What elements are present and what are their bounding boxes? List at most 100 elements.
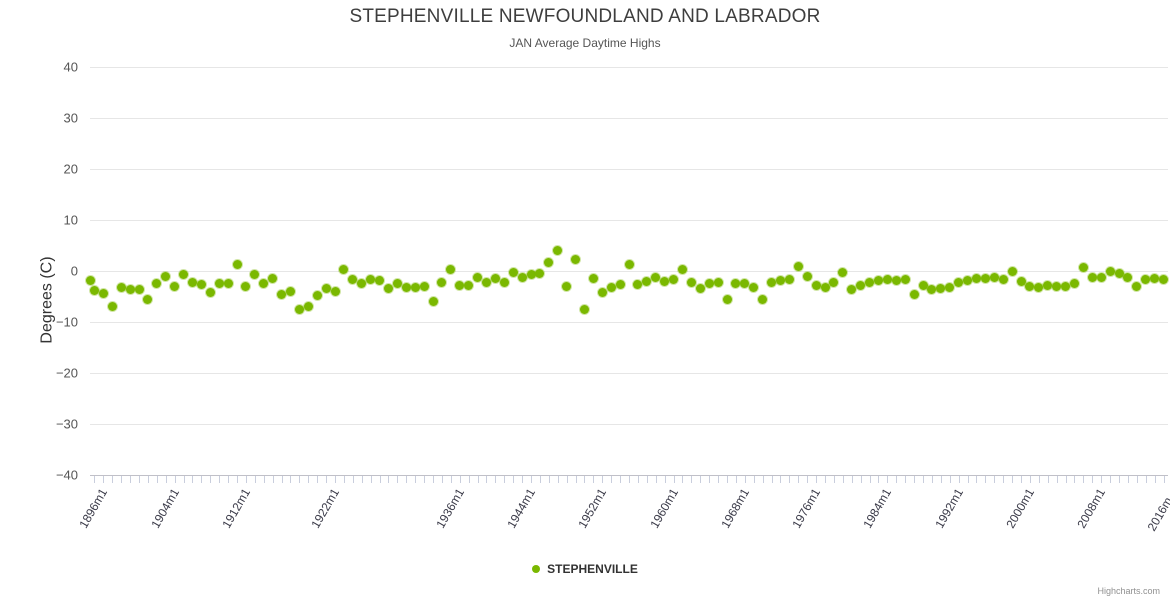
data-point[interactable] <box>223 278 233 288</box>
data-point[interactable] <box>1159 274 1169 284</box>
data-point[interactable] <box>963 275 973 285</box>
data-point[interactable] <box>312 291 322 301</box>
data-point[interactable] <box>205 287 215 297</box>
data-point[interactable] <box>303 301 313 311</box>
data-point[interactable] <box>1016 276 1026 286</box>
data-point[interactable] <box>107 302 117 312</box>
data-point[interactable] <box>1052 282 1062 292</box>
data-point[interactable] <box>85 275 95 285</box>
data-point[interactable] <box>588 274 598 284</box>
data-point[interactable] <box>695 284 705 294</box>
data-point[interactable] <box>366 274 376 284</box>
data-point[interactable] <box>1007 267 1017 276</box>
data-point[interactable] <box>116 283 126 293</box>
data-point[interactable] <box>1141 274 1151 284</box>
data-point[interactable] <box>1114 268 1124 278</box>
data-point[interactable] <box>1034 282 1044 292</box>
data-point[interactable] <box>1078 262 1088 272</box>
data-point[interactable] <box>268 273 278 283</box>
data-point[interactable] <box>633 279 643 289</box>
data-point[interactable] <box>553 246 563 256</box>
data-point[interactable] <box>686 278 696 288</box>
data-point[interactable] <box>775 275 785 285</box>
data-point[interactable] <box>971 274 981 284</box>
data-point[interactable] <box>562 282 572 292</box>
data-point[interactable] <box>624 259 634 269</box>
data-point[interactable] <box>927 285 937 295</box>
data-point[interactable] <box>802 271 812 281</box>
data-point[interactable] <box>882 274 892 284</box>
data-point[interactable] <box>98 289 108 299</box>
data-point[interactable] <box>285 286 295 296</box>
data-point[interactable] <box>856 281 866 291</box>
data-point[interactable] <box>1061 282 1071 292</box>
data-point[interactable] <box>446 265 456 275</box>
data-point[interactable] <box>375 276 385 286</box>
data-point[interactable] <box>793 262 803 272</box>
data-point[interactable] <box>481 277 491 287</box>
data-point[interactable] <box>152 278 162 288</box>
data-point[interactable] <box>891 275 901 285</box>
data-point[interactable] <box>677 264 687 274</box>
data-point[interactable] <box>259 279 269 289</box>
data-point[interactable] <box>428 296 438 306</box>
data-point[interactable] <box>758 295 768 305</box>
data-point[interactable] <box>179 270 189 280</box>
data-point[interactable] <box>571 255 581 265</box>
data-point[interactable] <box>437 278 447 288</box>
data-point[interactable] <box>651 272 661 282</box>
data-point[interactable] <box>161 271 171 281</box>
data-point[interactable] <box>535 269 545 279</box>
data-point[interactable] <box>669 275 679 285</box>
data-point[interactable] <box>143 294 153 304</box>
data-point[interactable] <box>713 278 723 288</box>
data-point[interactable] <box>873 276 883 286</box>
data-point[interactable] <box>196 279 206 289</box>
data-point[interactable] <box>392 279 402 289</box>
data-point[interactable] <box>722 294 732 304</box>
data-point[interactable] <box>1025 281 1035 291</box>
data-point[interactable] <box>490 274 500 284</box>
data-point[interactable] <box>954 277 964 287</box>
data-point[interactable] <box>660 276 670 286</box>
data-point[interactable] <box>820 283 830 293</box>
data-point[interactable] <box>383 284 393 294</box>
data-point[interactable] <box>642 276 652 286</box>
data-point[interactable] <box>125 284 135 294</box>
data-point[interactable] <box>170 281 180 291</box>
data-point[interactable] <box>348 274 358 284</box>
data-point[interactable] <box>508 268 518 278</box>
data-point[interactable] <box>704 279 714 289</box>
data-point[interactable] <box>187 278 197 288</box>
data-point[interactable] <box>1132 281 1142 291</box>
data-point[interactable] <box>232 259 242 269</box>
legend-item-stephenville[interactable]: STEPHENVILLE <box>532 562 638 576</box>
data-point[interactable] <box>811 281 821 291</box>
data-point[interactable] <box>829 278 839 288</box>
data-point[interactable] <box>1043 280 1053 290</box>
data-point[interactable] <box>980 273 990 283</box>
data-point[interactable] <box>784 275 794 285</box>
data-point[interactable] <box>419 281 429 291</box>
data-point[interactable] <box>838 267 848 277</box>
data-point[interactable] <box>277 289 287 299</box>
data-point[interactable] <box>339 265 349 275</box>
data-point[interactable] <box>918 280 928 290</box>
data-point[interactable] <box>321 284 331 294</box>
data-point[interactable] <box>945 282 955 292</box>
data-point[interactable] <box>740 278 750 288</box>
data-point[interactable] <box>1150 274 1160 284</box>
data-point[interactable] <box>517 272 527 282</box>
data-point[interactable] <box>579 304 589 314</box>
data-point[interactable] <box>936 284 946 294</box>
data-point[interactable] <box>909 290 919 300</box>
data-point[interactable] <box>473 272 483 282</box>
data-point[interactable] <box>544 258 554 268</box>
data-point[interactable] <box>606 283 616 293</box>
data-point[interactable] <box>241 281 251 291</box>
data-point[interactable] <box>464 281 474 291</box>
data-point[interactable] <box>330 287 340 297</box>
data-point[interactable] <box>1105 267 1115 276</box>
data-point[interactable] <box>1123 272 1133 282</box>
data-point[interactable] <box>847 285 857 295</box>
